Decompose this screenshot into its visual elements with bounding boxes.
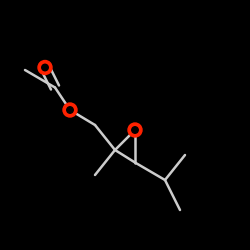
Circle shape [42,64,48,71]
Circle shape [38,60,52,74]
Circle shape [128,123,142,137]
Circle shape [67,107,73,113]
Circle shape [132,127,138,133]
Circle shape [63,103,77,117]
